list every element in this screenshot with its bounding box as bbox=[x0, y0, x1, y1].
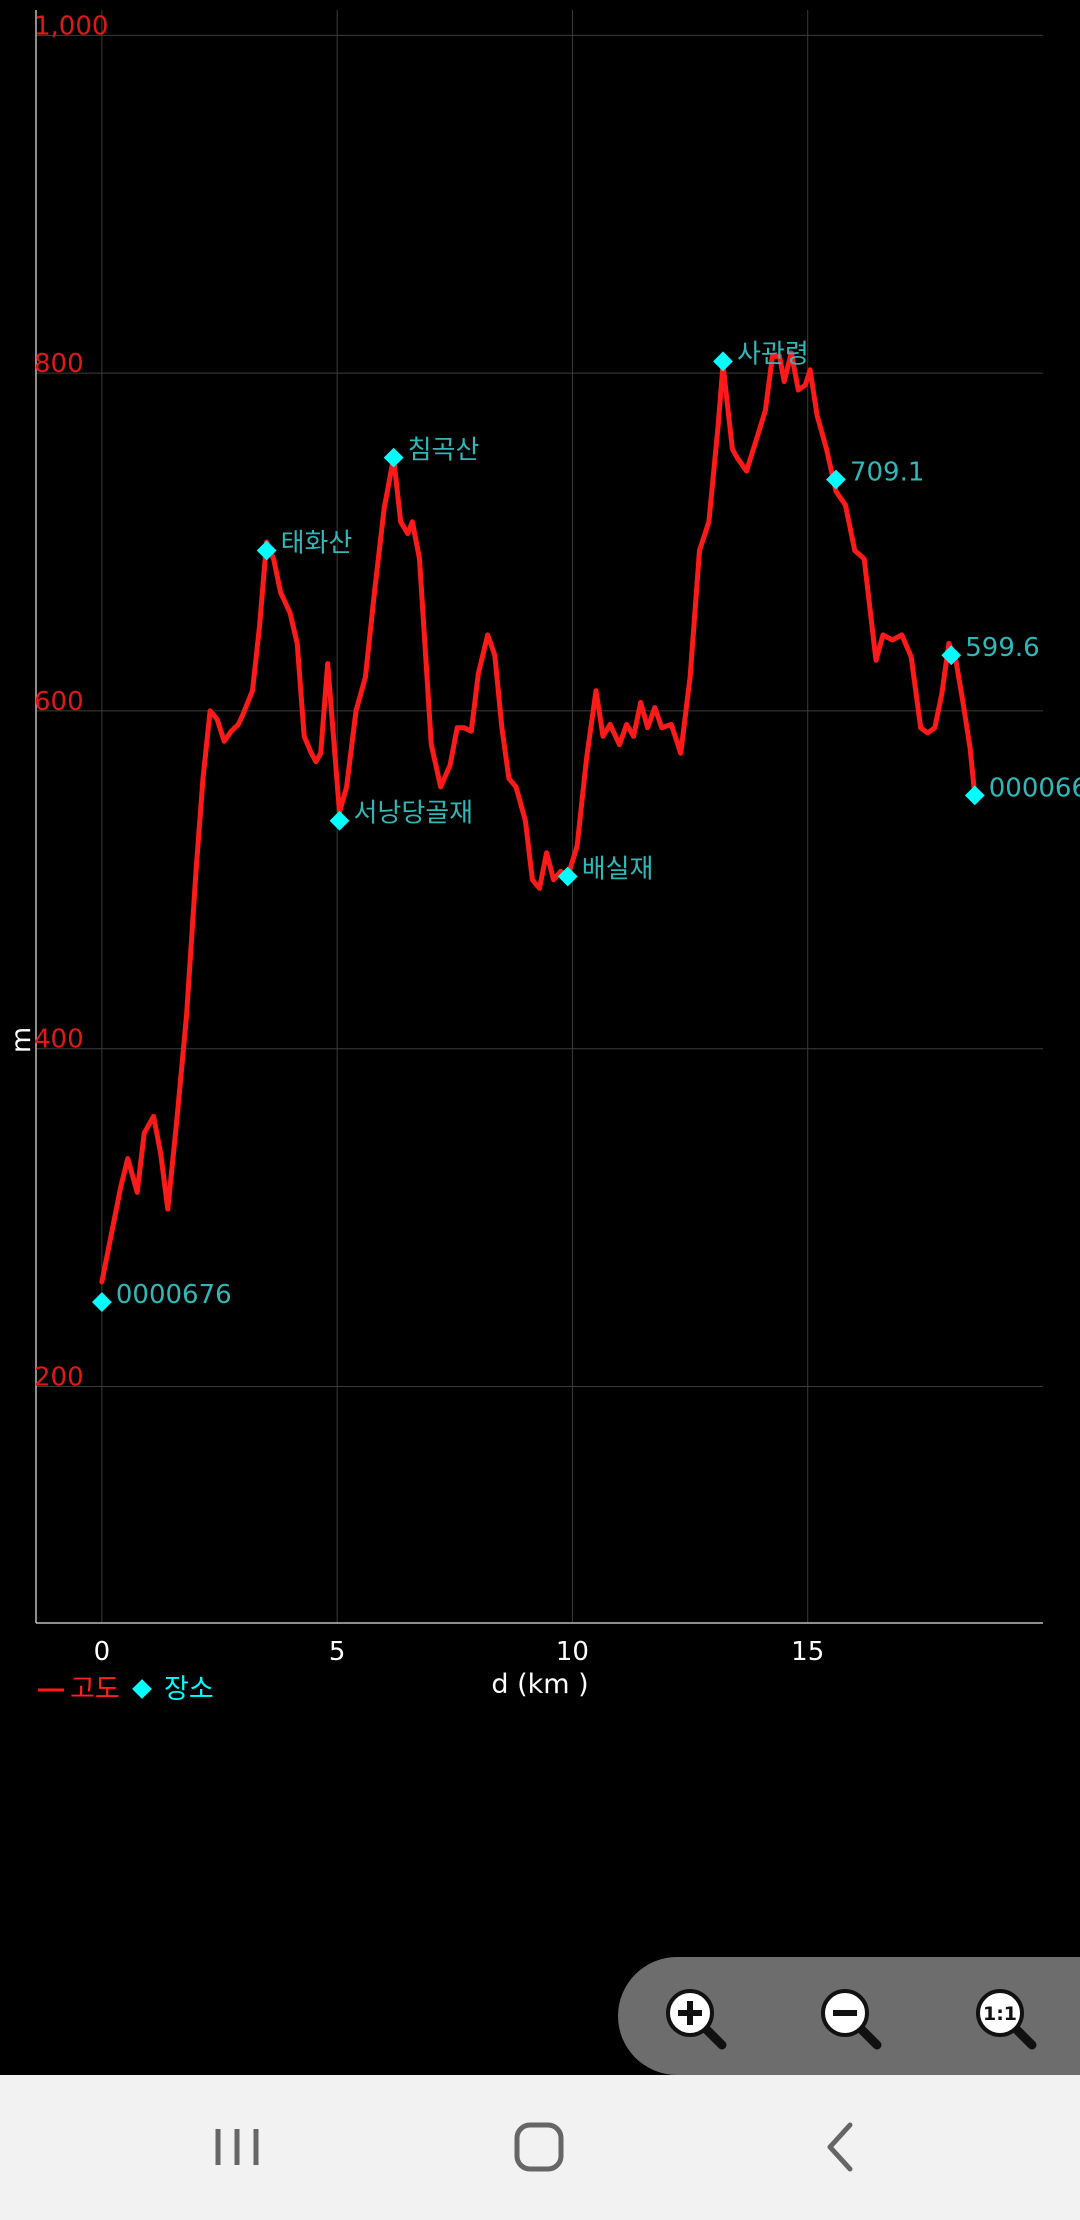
legend: 고도 장소 bbox=[38, 1674, 214, 1705]
x-tick-label-3: 15 bbox=[791, 1637, 824, 1667]
y-tick-label-1: 400 bbox=[34, 1025, 84, 1055]
place-marker-2 bbox=[329, 810, 350, 831]
zoom-reset-icon: 1:1 bbox=[976, 1989, 1037, 2050]
system-navigation-bar bbox=[0, 2075, 1080, 2220]
place-marker-3 bbox=[383, 447, 404, 468]
place-marker-label-8: 0000668 bbox=[989, 773, 1080, 803]
home-icon bbox=[514, 2122, 564, 2172]
back-icon bbox=[827, 2122, 853, 2172]
place-marker-label-6: 709.1 bbox=[850, 458, 924, 488]
x-axis-label: d (km ) bbox=[491, 1669, 588, 1700]
place-marker-label-2: 서낭당골재 bbox=[354, 799, 474, 829]
series-line-0 bbox=[99, 350, 978, 1285]
axes bbox=[35, 10, 1043, 1624]
series-lines bbox=[99, 350, 978, 1285]
legend-series-label: 고도 bbox=[70, 1674, 120, 1705]
zoom-controls: 1:1 bbox=[618, 1957, 1080, 2075]
zoom-reset-button[interactable]: 1:1 bbox=[964, 1977, 1044, 2057]
y-tick-label-4: 1,000 bbox=[34, 11, 108, 41]
y-axis-label: m bbox=[6, 1027, 37, 1053]
zoom-in-icon bbox=[666, 1989, 727, 2050]
grid-lines bbox=[36, 10, 1043, 1623]
place-marker-4 bbox=[557, 866, 578, 887]
zoom-out-icon bbox=[821, 1989, 882, 2050]
place-marker-label-5: 사관령 bbox=[737, 339, 809, 369]
back-button[interactable] bbox=[786, 2107, 896, 2187]
place-marker-6 bbox=[826, 469, 846, 490]
x-tick-label-1: 5 bbox=[329, 1637, 346, 1667]
x-tick-label-0: 0 bbox=[94, 1637, 111, 1667]
legend-marker-swatch bbox=[132, 1679, 152, 1699]
place-marker-8 bbox=[964, 785, 985, 806]
zoom-in-button[interactable] bbox=[654, 1977, 734, 2057]
place-marker-label-4: 배실재 bbox=[582, 854, 654, 884]
place-marker-label-0: 0000676 bbox=[116, 1280, 232, 1310]
zoom-reset-glyph: 1:1 bbox=[983, 2003, 1017, 2025]
place-marker-5 bbox=[713, 351, 733, 372]
legend-marker-label: 장소 bbox=[164, 1674, 214, 1705]
place-marker-label-1: 태화산 bbox=[281, 528, 353, 558]
y-tick-label-2: 600 bbox=[34, 687, 84, 717]
recent-apps-button[interactable] bbox=[182, 2107, 292, 2187]
recent-apps-icon bbox=[215, 2129, 259, 2165]
x-tick-label-2: 10 bbox=[556, 1637, 589, 1667]
place-marker-label-7: 599.6 bbox=[965, 633, 1039, 663]
tick-labels: 0 5 10 15 200 400 600 800 1,000 bbox=[34, 11, 824, 1667]
home-button[interactable] bbox=[484, 2107, 594, 2187]
place-marker-label-3: 침곡산 bbox=[408, 436, 480, 466]
place-marker-1 bbox=[256, 540, 277, 561]
y-tick-label-3: 800 bbox=[34, 349, 84, 379]
y-tick-label-0: 200 bbox=[34, 1363, 84, 1393]
place-marker-0 bbox=[91, 1292, 112, 1312]
zoom-out-button[interactable] bbox=[809, 1977, 889, 2057]
